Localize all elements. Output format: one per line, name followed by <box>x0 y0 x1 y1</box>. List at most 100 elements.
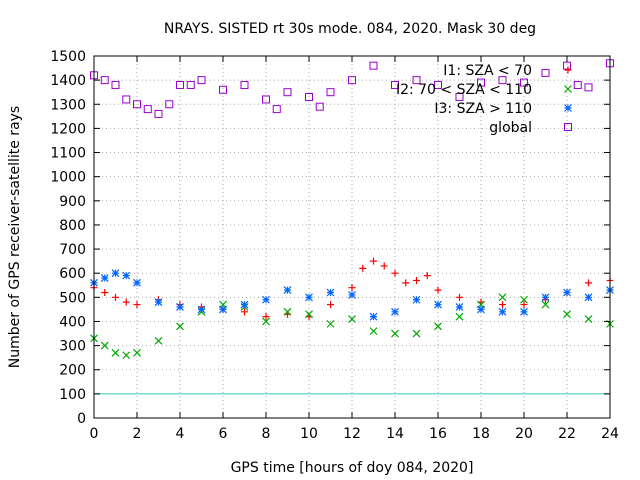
x-tick-label: 20 <box>515 426 533 442</box>
data-point <box>584 293 593 302</box>
series-i1-sza-70 <box>90 257 614 321</box>
x-axis: 0 2 4 6 8 10 12 14 16 18 20 22 24 <box>90 56 619 442</box>
data-point <box>262 95 270 104</box>
y-tick-label: 100 <box>59 387 86 403</box>
x-tick-label: 22 <box>558 426 576 442</box>
data-point <box>391 329 399 338</box>
data-point <box>499 301 506 309</box>
data-point <box>391 269 399 277</box>
legend-label: global <box>489 120 532 136</box>
data-point <box>456 293 463 301</box>
data-point <box>370 257 377 265</box>
data-point <box>272 105 281 114</box>
series-i3-sza-110 <box>90 269 614 321</box>
data-point <box>122 95 131 104</box>
data-marks <box>90 59 614 360</box>
data-point <box>305 293 313 302</box>
data-point <box>262 313 270 321</box>
y-tick-label: 900 <box>59 194 86 210</box>
data-point <box>112 293 119 301</box>
data-point <box>154 336 163 345</box>
x-tick-label: 10 <box>300 426 318 442</box>
data-point <box>369 312 378 321</box>
data-point <box>434 80 442 89</box>
data-point <box>154 109 163 118</box>
legend-marker <box>564 85 572 93</box>
data-point <box>477 78 485 87</box>
data-point <box>100 274 109 282</box>
data-point <box>143 105 152 114</box>
data-point <box>423 272 431 280</box>
legend-marker <box>564 123 572 131</box>
data-point <box>176 303 184 311</box>
data-point <box>262 295 270 304</box>
x-tick-label: 14 <box>386 426 404 442</box>
data-point <box>498 76 507 85</box>
data-point <box>434 286 442 294</box>
data-point <box>111 269 120 278</box>
x-tick-label: 0 <box>90 426 99 442</box>
y-tick-label: 1400 <box>50 73 86 89</box>
chart-title: NRAYS. SISTED rt 30s mode. 084, 2020. Ma… <box>164 21 536 37</box>
y-tick-label: 400 <box>59 314 86 330</box>
data-point <box>348 315 356 323</box>
data-point <box>455 303 464 311</box>
data-point <box>369 327 378 336</box>
y-axis-label: Number of GPS receiver-satellite rays <box>7 106 23 368</box>
data-point <box>391 307 399 316</box>
data-point <box>240 300 249 309</box>
data-point <box>348 76 356 85</box>
data-point <box>359 264 367 272</box>
data-point <box>133 278 141 287</box>
data-point <box>455 312 464 321</box>
x-tick-label: 24 <box>601 426 619 442</box>
data-point <box>412 295 421 304</box>
x-tick-label: 2 <box>133 426 142 442</box>
data-point <box>197 76 206 85</box>
data-point <box>498 307 507 316</box>
data-point <box>100 76 109 85</box>
data-point <box>369 61 378 70</box>
data-point <box>165 100 174 109</box>
data-point <box>413 276 420 284</box>
data-point <box>197 305 206 314</box>
data-point <box>563 310 571 319</box>
data-point <box>305 310 313 319</box>
data-point <box>434 300 442 309</box>
x-tick-label: 12 <box>343 426 361 442</box>
y-tick-label: 200 <box>59 363 86 379</box>
y-tick-label: 800 <box>59 218 86 234</box>
y-axis: 0 100 200 300 400 500 600 700 800 900 1000 1100 1200… <box>50 49 610 427</box>
data-point <box>348 284 356 292</box>
data-point <box>455 93 464 102</box>
y-tick-label: 300 <box>59 339 86 355</box>
data-point <box>520 301 528 309</box>
data-point <box>111 348 120 357</box>
data-point <box>348 290 356 299</box>
data-point <box>122 298 130 306</box>
data-point <box>434 322 442 331</box>
data-point <box>219 305 227 314</box>
data-point <box>133 301 141 309</box>
data-point <box>563 61 571 70</box>
y-tick-label: 1100 <box>50 146 86 162</box>
data-point <box>219 85 227 94</box>
data-point <box>584 315 593 323</box>
data-point <box>154 298 163 307</box>
x-tick-label: 16 <box>429 426 447 442</box>
data-point <box>584 83 593 92</box>
data-point <box>283 307 292 316</box>
data-point <box>412 329 421 338</box>
data-point <box>176 322 184 331</box>
x-tick-label: 8 <box>262 426 271 442</box>
data-point <box>520 78 528 87</box>
series-i2-70-sza-110 <box>90 293 614 360</box>
data-point <box>326 88 335 97</box>
y-tick-label: 1200 <box>50 121 86 137</box>
data-point <box>186 80 195 89</box>
legend-label: I2: 70 < SZA < 110 <box>396 82 532 98</box>
y-tick-label: 600 <box>59 266 86 282</box>
data-point <box>585 279 592 287</box>
data-point <box>326 288 335 297</box>
legend-label: I3: SZA > 110 <box>434 101 532 117</box>
